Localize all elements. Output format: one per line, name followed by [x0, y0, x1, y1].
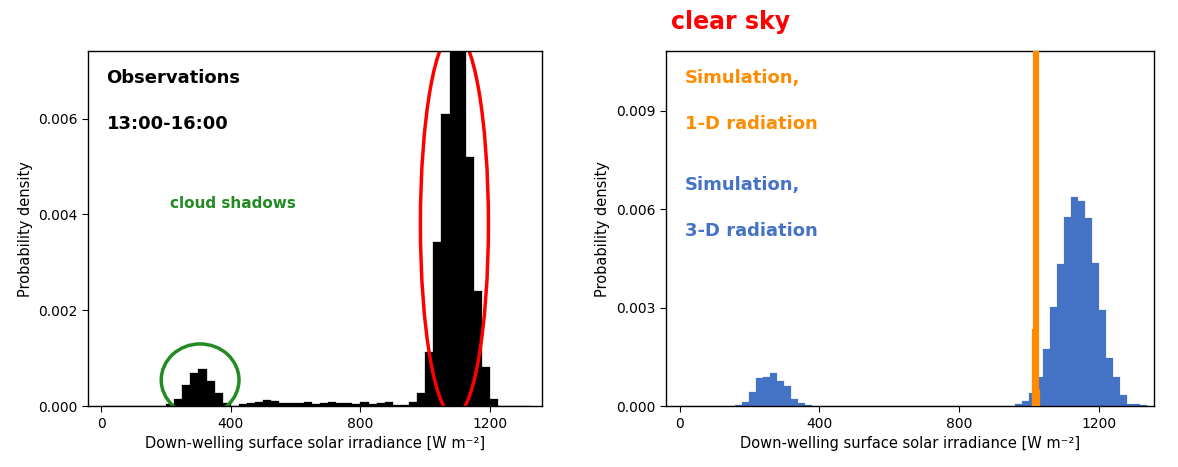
Bar — [490, 398, 498, 406]
Y-axis label: Probability density: Probability density — [595, 161, 610, 297]
Bar — [465, 157, 474, 406]
Bar — [806, 405, 812, 406]
Bar — [287, 403, 296, 406]
Bar — [434, 242, 442, 406]
Bar — [296, 403, 304, 406]
Bar — [1037, 0, 1038, 406]
Bar — [1133, 404, 1140, 406]
Bar — [742, 402, 749, 406]
Bar — [756, 378, 763, 406]
Bar — [352, 404, 360, 406]
Bar — [336, 403, 344, 406]
Bar — [1035, 377, 1043, 406]
Bar — [1105, 358, 1112, 406]
Bar — [1014, 404, 1021, 406]
Bar — [369, 403, 377, 406]
Bar — [304, 402, 312, 406]
Bar — [214, 393, 223, 406]
Bar — [1057, 264, 1064, 406]
Bar — [409, 402, 417, 406]
Bar — [1032, 329, 1033, 406]
Bar — [1033, 0, 1034, 406]
Bar — [474, 290, 482, 406]
Bar — [206, 381, 214, 406]
Bar — [1092, 263, 1099, 406]
Bar — [1078, 201, 1085, 406]
Text: 13:00-16:00: 13:00-16:00 — [106, 115, 229, 133]
Bar — [198, 369, 206, 406]
Bar — [763, 377, 770, 406]
Bar — [174, 399, 183, 406]
Bar — [377, 403, 385, 406]
Bar — [1021, 401, 1028, 406]
Text: Observations: Observations — [106, 69, 240, 87]
Bar — [401, 404, 409, 406]
Bar — [327, 403, 336, 406]
Bar — [1064, 217, 1071, 406]
Bar — [777, 381, 785, 406]
Bar — [360, 402, 369, 406]
Y-axis label: Probability density: Probability density — [18, 161, 33, 297]
Bar — [792, 399, 799, 406]
Bar — [749, 392, 756, 406]
Bar — [1119, 395, 1126, 406]
Bar — [191, 373, 198, 406]
Bar — [279, 403, 287, 406]
Bar — [392, 404, 401, 406]
Bar — [385, 402, 392, 406]
Bar — [770, 373, 777, 406]
Bar — [1126, 403, 1133, 406]
Bar — [425, 352, 434, 406]
Bar — [312, 404, 320, 406]
X-axis label: Down-welling surface solar irradiance [W m⁻²]: Down-welling surface solar irradiance [W… — [145, 436, 485, 451]
Bar — [1038, 4, 1039, 406]
Bar — [799, 403, 806, 406]
Bar — [1039, 389, 1040, 406]
Bar — [1085, 218, 1092, 406]
Bar — [482, 367, 490, 406]
Bar — [320, 403, 327, 406]
Bar — [1043, 349, 1050, 406]
Bar — [1050, 307, 1057, 406]
Bar — [344, 403, 352, 406]
Text: Simulation,: Simulation, — [686, 176, 801, 194]
Text: 1-D radiation: 1-D radiation — [686, 115, 818, 133]
Bar — [442, 114, 450, 406]
Bar — [417, 393, 425, 406]
Bar — [785, 386, 792, 406]
X-axis label: Down-welling surface solar irradiance [W m⁻²]: Down-welling surface solar irradiance [W… — [740, 436, 1080, 451]
Bar — [166, 404, 174, 406]
Bar — [231, 405, 239, 406]
Bar — [271, 401, 279, 406]
Bar — [1099, 310, 1106, 406]
Bar — [239, 404, 247, 406]
Bar — [1140, 405, 1147, 406]
Bar — [223, 403, 231, 406]
Bar — [450, 19, 457, 406]
Bar — [247, 403, 256, 406]
Bar — [1071, 198, 1078, 406]
Bar — [1112, 376, 1119, 406]
Text: clear sky: clear sky — [670, 10, 790, 34]
Text: Simulation,: Simulation, — [686, 69, 801, 87]
Bar — [1034, 0, 1037, 406]
Bar — [183, 385, 191, 406]
Text: cloud shadows: cloud shadows — [170, 196, 296, 211]
Text: 3-D radiation: 3-D radiation — [686, 222, 818, 240]
Bar — [256, 403, 263, 406]
Bar — [1028, 393, 1035, 406]
Bar — [735, 405, 742, 406]
Bar — [263, 401, 271, 406]
Bar — [457, 33, 465, 406]
